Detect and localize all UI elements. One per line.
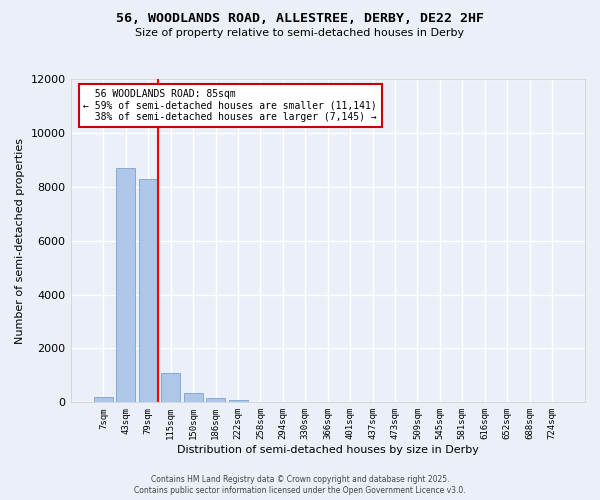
Bar [229, 400, 248, 402]
Bar [139, 178, 158, 402]
Bar [184, 393, 203, 402]
Text: 56 WOODLANDS ROAD: 85sqm
← 59% of semi-detached houses are smaller (11,141)
  38: 56 WOODLANDS ROAD: 85sqm ← 59% of semi-d… [83, 88, 377, 122]
Text: Contains public sector information licensed under the Open Government Licence v3: Contains public sector information licen… [134, 486, 466, 495]
Bar [94, 397, 113, 402]
Text: Size of property relative to semi-detached houses in Derby: Size of property relative to semi-detach… [136, 28, 464, 38]
Text: Contains HM Land Registry data © Crown copyright and database right 2025.: Contains HM Land Registry data © Crown c… [151, 475, 449, 484]
Bar [161, 372, 180, 402]
Bar [206, 398, 225, 402]
X-axis label: Distribution of semi-detached houses by size in Derby: Distribution of semi-detached houses by … [177, 445, 479, 455]
Bar [116, 168, 136, 402]
Text: 56, WOODLANDS ROAD, ALLESTREE, DERBY, DE22 2HF: 56, WOODLANDS ROAD, ALLESTREE, DERBY, DE… [116, 12, 484, 26]
Y-axis label: Number of semi-detached properties: Number of semi-detached properties [15, 138, 25, 344]
